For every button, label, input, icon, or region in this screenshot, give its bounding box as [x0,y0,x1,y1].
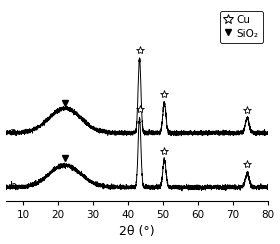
Legend: Cu, SiO₂: Cu, SiO₂ [220,11,263,43]
Text: b: b [10,181,17,191]
Text: a: a [10,127,17,137]
X-axis label: 2θ (°): 2θ (°) [119,225,155,238]
